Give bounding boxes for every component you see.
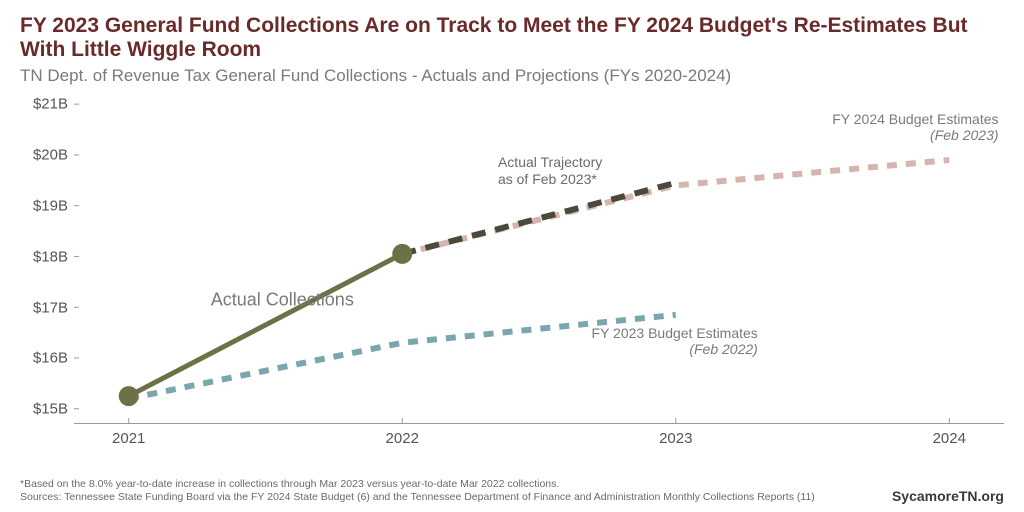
y-tick-label: $16B [33, 350, 74, 367]
y-tick-label: $19B [33, 197, 74, 214]
y-tick-label: $21B [33, 96, 74, 113]
footnotes: *Based on the 8.0% year-to-date increase… [20, 478, 1004, 504]
x-tick-label: 2021 [112, 424, 145, 447]
annotation-fy2024: FY 2024 Budget Estimates(Feb 2023) [832, 111, 998, 143]
annotation-actual_collections: Actual Collections [211, 290, 354, 311]
marker-actual_collections [392, 244, 412, 264]
y-tick-label: $15B [33, 401, 74, 418]
marker-actual_collections [119, 386, 139, 406]
footnote-asterisk: *Based on the 8.0% year-to-date increase… [20, 478, 1004, 491]
chart-subtitle: TN Dept. of Revenue Tax General Fund Col… [20, 66, 1004, 86]
x-tick-label: 2023 [659, 424, 692, 447]
chart-area: $15B$16B$17B$18B$19B$20B$21B202120222023… [74, 94, 1004, 424]
footnote-sources: Sources: Tennessee State Funding Board v… [20, 491, 1004, 504]
y-tick-label: $18B [33, 248, 74, 265]
chart-svg [74, 94, 1004, 424]
source-site: SycamoreTN.org [892, 488, 1004, 504]
series-actual_collections [129, 254, 403, 396]
annotation-actual_trajectory: Actual Trajectoryas of Feb 2023* [498, 154, 602, 186]
chart-title: FY 2023 General Fund Collections Are on … [20, 14, 1004, 62]
x-tick-label: 2024 [933, 424, 966, 447]
x-tick-label: 2022 [386, 424, 419, 447]
annotation-fy2023: FY 2023 Budget Estimates(Feb 2022) [592, 324, 758, 356]
series-fy2024_budget_estimates [402, 160, 949, 254]
y-tick-label: $17B [33, 299, 74, 316]
y-tick-label: $20B [33, 147, 74, 164]
